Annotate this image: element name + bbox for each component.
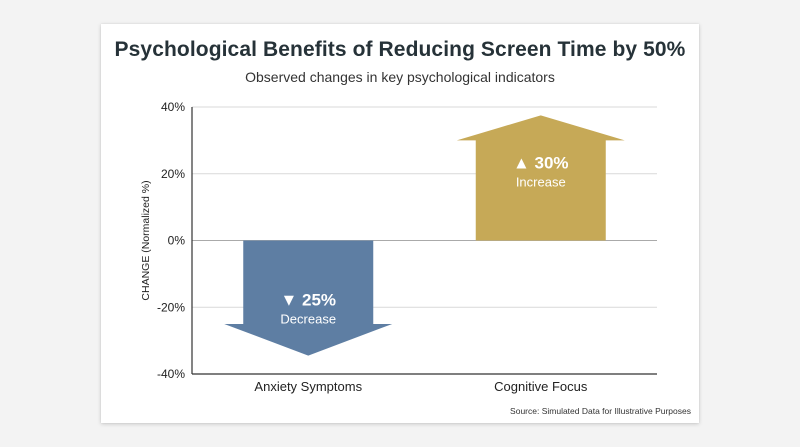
category-label: Cognitive Focus	[494, 379, 588, 394]
bar-value-label: ▼ 25%	[280, 291, 336, 310]
y-axis-label: CHANGE (Normalized %)	[140, 180, 152, 300]
axis-layer	[191, 107, 657, 375]
category-labels: Anxiety Symptoms Cognitive Focus	[254, 379, 587, 394]
bar-direction-label: Increase	[516, 174, 566, 189]
y-tick-labels: 40% 20% 0% -20% -40%	[157, 100, 185, 381]
bar-arrow-down	[224, 240, 393, 356]
bar-labels: ▼ 25% Decrease ▲ 30% Increase	[280, 153, 568, 326]
bar-direction-label: Decrease	[280, 312, 336, 327]
bars-layer	[224, 115, 625, 356]
y-tick-label: -20%	[157, 300, 185, 314]
y-tick-label: 40%	[161, 100, 185, 114]
chart-plot: 40% 20% 0% -20% -40% Anxiety Symptoms Cogniti…	[140, 100, 657, 394]
bar-arrow-up	[456, 115, 625, 241]
bar-value-label: ▲ 30%	[513, 153, 569, 172]
chart-title: Psychological Benefits of Reducing Scree…	[114, 38, 686, 61]
chart-card: Psychological Benefits of Reducing Scree…	[101, 24, 699, 423]
category-label: Anxiety Symptoms	[254, 379, 362, 394]
y-tick-label: 20%	[161, 167, 185, 181]
chart-subtitle: Observed changes in key psychological in…	[245, 69, 555, 85]
source-note: Source: Simulated Data for Illustrative …	[510, 406, 691, 416]
y-tick-label: -40%	[157, 367, 185, 381]
y-tick-label: 0%	[168, 234, 186, 248]
